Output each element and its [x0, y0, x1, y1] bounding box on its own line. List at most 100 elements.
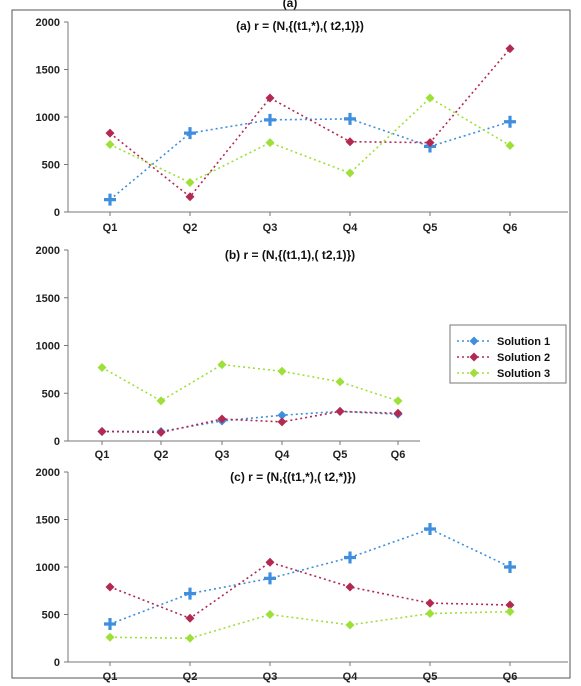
y-tick-label: 1000 — [36, 112, 60, 124]
data-point — [425, 598, 435, 608]
data-point — [217, 360, 227, 370]
plots-group: 0 500 1000 1500 2000 Q1 Q2 Q3 Q4 Q5 Q6 (a) r = (N,{… — [36, 17, 568, 683]
series-line-1 — [109, 528, 511, 625]
data-point — [265, 138, 275, 148]
data-point — [277, 366, 287, 376]
data-point — [97, 362, 107, 372]
series-line-1 — [109, 118, 511, 201]
data-point — [185, 613, 195, 623]
data-point — [156, 396, 166, 406]
y-tick-label: 0 — [54, 436, 60, 448]
chart-title: (b) r = (N,{(t1,1),( t2,1)}) — [225, 248, 355, 262]
data-point — [505, 141, 515, 150]
data-point — [185, 178, 195, 188]
x-tick-label: Q2 — [183, 222, 198, 234]
data-point — [105, 632, 115, 642]
data-point — [344, 112, 356, 125]
data-point — [265, 610, 275, 619]
x-tick-label: Q6 — [503, 222, 518, 234]
data-point — [105, 128, 115, 138]
data-point — [393, 396, 403, 406]
data-point — [184, 127, 196, 140]
data-point — [265, 557, 275, 567]
data-point — [425, 93, 435, 103]
data-point — [504, 115, 516, 128]
x-tick-label: Q5 — [423, 671, 438, 683]
x-tick-label: Q1 — [103, 222, 118, 234]
data-point — [217, 414, 227, 424]
x-tick-label: Q6 — [391, 449, 406, 461]
chart-legend: Solution 1 Solution 2 Solution 3 — [449, 324, 567, 384]
data-point — [277, 417, 287, 427]
y-tick-label: 1000 — [36, 562, 60, 574]
legend-label: Solution 1 — [497, 336, 550, 348]
data-point — [105, 140, 115, 150]
x-tick-label: Q1 — [95, 449, 110, 461]
x-tick-label: Q4 — [275, 449, 291, 461]
legend-label: Solution 2 — [497, 352, 550, 364]
y-tick-label: 2000 — [36, 245, 60, 257]
data-point — [264, 572, 276, 585]
data-point — [265, 93, 275, 103]
series-line-3 — [109, 97, 511, 184]
data-point — [97, 426, 107, 436]
data-point — [156, 427, 166, 437]
y-tick-label: 1000 — [36, 341, 60, 353]
legend-marker — [469, 368, 479, 378]
data-point — [345, 137, 355, 147]
data-point — [185, 192, 195, 202]
data-point — [424, 523, 436, 535]
x-tick-label: Q3 — [263, 671, 278, 683]
y-tick-label: 1500 — [36, 515, 60, 527]
series-line-3 — [109, 610, 511, 640]
x-tick-label: Q1 — [103, 671, 118, 683]
data-point — [264, 113, 276, 126]
chart-title: (a) r = (N,{(t1,*),( t2,1)}) — [236, 19, 364, 33]
top-caption: (a) — [283, 0, 298, 10]
x-tick-label: Q3 — [215, 449, 230, 461]
y-tick-label: 500 — [42, 610, 60, 622]
data-point — [425, 609, 435, 619]
y-tick-label: 0 — [54, 207, 60, 219]
x-tick-label: Q5 — [333, 449, 348, 461]
data-point — [393, 408, 403, 418]
x-tick-label: Q4 — [343, 222, 359, 234]
data-point — [335, 377, 345, 387]
data-point — [505, 44, 515, 54]
series-line-3 — [101, 363, 399, 402]
series-line-1 — [102, 410, 399, 433]
y-tick-label: 500 — [42, 160, 60, 172]
x-tick-label: Q6 — [503, 671, 518, 683]
legend-marker — [469, 336, 479, 346]
series-line-2 — [101, 410, 399, 434]
data-point — [345, 168, 355, 178]
data-point — [104, 193, 116, 206]
x-tick-label: Q2 — [154, 449, 169, 461]
data-point — [104, 618, 116, 630]
data-point — [335, 406, 345, 416]
data-point — [184, 587, 196, 600]
data-point — [504, 561, 516, 573]
y-tick-label: 1500 — [36, 293, 60, 305]
data-point — [277, 410, 287, 420]
x-tick-label: Q4 — [343, 671, 359, 683]
data-point — [345, 620, 355, 630]
chart-panel-2: 0 500 1000 1500 2000 Q1 Q2 Q3 Q4 Q5 Q6 (b) r = (N,{… — [36, 245, 567, 461]
data-point — [105, 582, 115, 592]
data-point — [505, 607, 515, 617]
x-tick-label: Q2 — [183, 671, 198, 683]
legend-box — [449, 324, 567, 384]
x-tick-label: Q5 — [423, 222, 438, 234]
data-point — [505, 600, 515, 610]
chart-panel-3: 0 500 1000 1500 2000 Q1 Q2 Q3 Q4 Q5 Q6 (c) r = (N,{… — [36, 467, 568, 683]
y-tick-label: 1500 — [36, 65, 60, 77]
legend-marker — [469, 352, 479, 362]
chart-title: (c) r = (N,{(t1,*),( t2,*)}) — [230, 470, 356, 484]
y-tick-label: 2000 — [36, 467, 60, 479]
data-point — [344, 551, 356, 564]
y-tick-label: 0 — [54, 657, 60, 669]
y-tick-label: 500 — [42, 388, 60, 400]
y-tick-label: 2000 — [36, 17, 60, 29]
x-tick-label: Q3 — [263, 222, 278, 234]
